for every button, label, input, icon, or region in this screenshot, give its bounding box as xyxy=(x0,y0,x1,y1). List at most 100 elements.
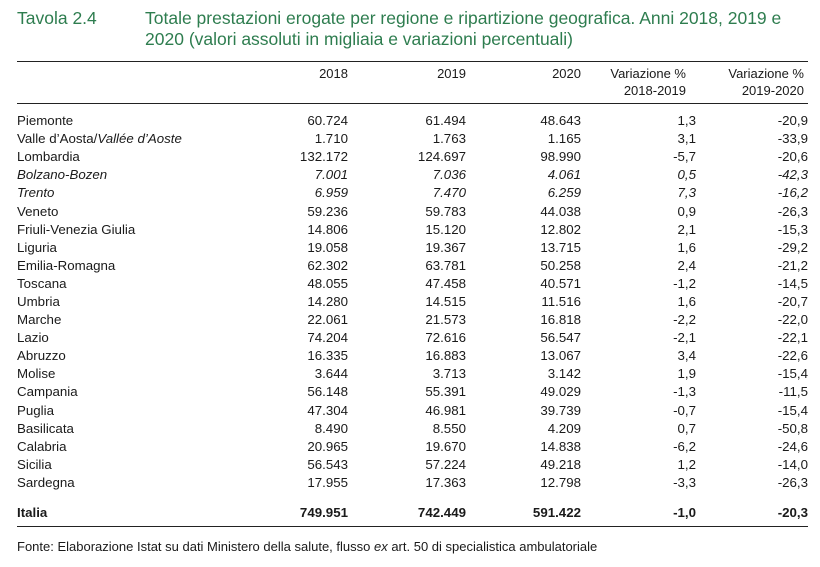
table-row: Veneto 59.236 59.783 44.038 0,9 -26,3 xyxy=(17,202,808,220)
table-row: Molise 3.644 3.713 3.142 1,9 -15,4 xyxy=(17,365,808,383)
var-2019-2020: -50,8 xyxy=(777,420,808,436)
var-2019-2020: -33,9 xyxy=(777,131,808,147)
value-2020: 39.739 xyxy=(540,402,581,418)
total-row: Italia 749.951 742.449 591.422 -1,0 -20,… xyxy=(17,503,808,521)
value-2020: 13.715 xyxy=(540,239,581,255)
value-2018: 3.644 xyxy=(314,366,348,382)
region-name: Marche xyxy=(17,312,62,328)
header-rule xyxy=(17,103,808,104)
region-name: Lazio xyxy=(17,330,49,346)
value-2019: 19.670 xyxy=(425,438,466,454)
var-2019-2020: -15,4 xyxy=(777,402,808,418)
value-2018: 132.172 xyxy=(299,149,348,165)
value-2019: 14.515 xyxy=(425,293,466,309)
var-2019-2020: -20,6 xyxy=(777,149,808,165)
value-2018: 47.304 xyxy=(307,402,348,418)
region-name: Sicilia xyxy=(17,456,52,472)
value-2018: 62.302 xyxy=(307,257,348,273)
value-2019: 47.458 xyxy=(425,275,466,291)
var-2019-2020: -11,5 xyxy=(778,384,808,400)
value-2019: 17.363 xyxy=(425,474,466,490)
var-2018-2019: -0,7 xyxy=(673,402,696,418)
var-2019-2020: -24,6 xyxy=(777,438,808,454)
var-2018-2019: 3,1 xyxy=(677,131,697,147)
value-2020: 13.067 xyxy=(540,348,581,364)
table-row: Toscana 48.055 47.458 40.571 -1,2 -14,5 xyxy=(17,275,808,293)
table-row: Lazio 74.204 72.616 56.547 -2,1 -22,1 xyxy=(17,329,808,347)
value-2018: 7.001 xyxy=(314,167,348,183)
source-note: Fonte: Elaborazione Istat su dati Minist… xyxy=(17,539,598,554)
var-2018-2019: -1,2 xyxy=(673,275,696,291)
value-2020: 50.258 xyxy=(540,257,581,273)
var-2018-2019: -1,3 xyxy=(673,384,696,400)
region-name: Emilia-Romagna xyxy=(17,257,116,273)
table-row: Piemonte 60.724 61.494 48.643 1,3 -20,9 xyxy=(17,112,808,130)
table-row: Abruzzo 16.335 16.883 13.067 3,4 -22,6 xyxy=(17,347,808,365)
value-2019: 15.120 xyxy=(425,221,466,237)
value-2019: 61.494 xyxy=(425,113,466,129)
var-2018-2019: -3,3 xyxy=(673,474,696,490)
value-2018: 20.965 xyxy=(307,438,348,454)
value-2020: 40.571 xyxy=(540,275,581,291)
var-2018-2019: 1,2 xyxy=(677,456,697,472)
table-row: Valle d’Aosta/Vallée d’Aoste 1.710 1.763 1.… xyxy=(17,130,808,148)
region-name: Piemonte xyxy=(17,113,74,129)
value-2020: 1.165 xyxy=(547,131,581,147)
table-row: Bolzano-Bozen 7.001 7.036 4.061 0,5 -42,3 xyxy=(17,166,808,184)
var-2019-2020: -22,1 xyxy=(777,330,808,346)
value-2018: 1.710 xyxy=(314,131,348,147)
var-2018-2019: -5,7 xyxy=(673,149,696,165)
region-name: Puglia xyxy=(17,402,54,418)
region-name: Molise xyxy=(17,366,56,382)
col-2020-header: 2020 xyxy=(552,66,581,81)
value-2019: 1.763 xyxy=(432,131,466,147)
table-row: Puglia 47.304 46.981 39.739 -0,7 -15,4 xyxy=(17,402,808,420)
value-2019: 21.573 xyxy=(425,312,466,328)
table-row: Umbria 14.280 14.515 11.516 1,6 -20,7 xyxy=(17,293,808,311)
value-2020: 4.061 xyxy=(547,167,581,183)
region-name: Veneto xyxy=(17,203,59,219)
value-2020: 12.802 xyxy=(540,221,581,237)
total-2019: 742.449 xyxy=(417,504,466,520)
table-row: Lombardia 132.172 124.697 98.990 -5,7 -20,6 xyxy=(17,148,808,166)
value-2020: 16.818 xyxy=(540,312,581,328)
var-2018-2019: 7,3 xyxy=(677,185,697,201)
value-2019: 57.224 xyxy=(425,456,466,472)
value-2019: 59.783 xyxy=(425,203,466,219)
col-var-2019-2020-header: Variazione % 2019-2020 xyxy=(728,66,804,98)
var-2019-2020: -21,2 xyxy=(777,257,808,273)
value-2019: 8.550 xyxy=(432,420,466,436)
var-2019-2020: -16,2 xyxy=(777,185,808,201)
total-2018: 749.951 xyxy=(299,504,348,520)
value-2018: 14.280 xyxy=(307,293,348,309)
region-name: Calabria xyxy=(17,438,67,454)
value-2018: 74.204 xyxy=(307,330,348,346)
value-2019: 7.036 xyxy=(432,167,466,183)
top-rule xyxy=(17,61,808,62)
value-2018: 22.061 xyxy=(307,312,348,328)
total-var-2019-2020: -20,3 xyxy=(777,504,808,520)
value-2018: 60.724 xyxy=(307,113,348,129)
value-2019: 3.713 xyxy=(432,366,466,382)
var-2018-2019: -2,1 xyxy=(673,330,696,346)
value-2020: 98.990 xyxy=(540,149,581,165)
value-2018: 48.055 xyxy=(307,275,348,291)
value-2020: 12.798 xyxy=(540,474,581,490)
value-2020: 49.029 xyxy=(540,384,581,400)
value-2019: 7.470 xyxy=(432,185,466,201)
var-2019-2020: -26,3 xyxy=(777,203,808,219)
col-2018-header: 2018 xyxy=(319,66,348,81)
var-2019-2020: -20,9 xyxy=(777,113,808,129)
table-row: Campania 56.148 55.391 49.029 -1,3 -11,5 xyxy=(17,383,808,401)
value-2019: 46.981 xyxy=(425,402,466,418)
region-name: Basilicata xyxy=(17,420,74,436)
table-row: Sardegna 17.955 17.363 12.798 -3,3 -26,3 xyxy=(17,474,808,492)
var-2018-2019: 2,1 xyxy=(677,221,697,237)
var-2018-2019: 1,6 xyxy=(677,293,697,309)
value-2019: 16.883 xyxy=(425,348,466,364)
region-name: Trento xyxy=(17,185,55,201)
region-name: Umbria xyxy=(17,293,60,309)
value-2018: 16.335 xyxy=(307,348,348,364)
bottom-rule xyxy=(17,526,808,527)
value-2019: 72.616 xyxy=(425,330,466,346)
